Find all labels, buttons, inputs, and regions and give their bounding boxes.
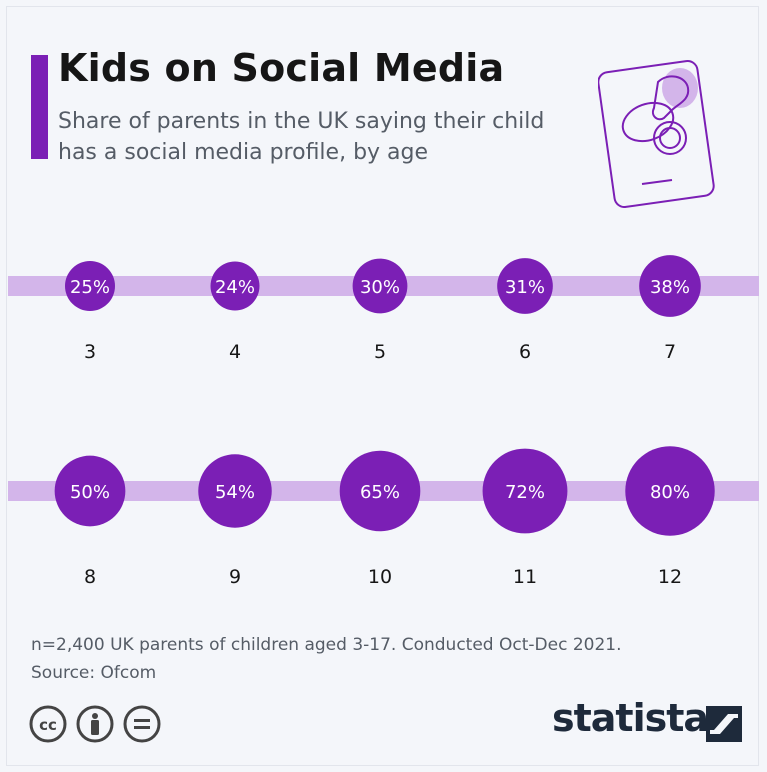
phone-pacifier-icon (598, 59, 715, 208)
attribution-icon (76, 705, 114, 743)
chart-title: Kids on Social Media (58, 46, 505, 90)
bubble-value-label: 65% (360, 482, 400, 503)
no-derivatives-icon (123, 705, 161, 743)
svg-text:cc: cc (39, 716, 57, 734)
bubble-value-label: 72% (505, 482, 545, 503)
license-icons: cc (29, 705, 161, 743)
bubble-value-label: 38% (650, 277, 690, 298)
bubble-age-10 (339, 450, 421, 532)
age-label: 4 (229, 341, 241, 363)
bubble-chart: 25% 3 24% 4 30% 5 31% 6 38% 7 50% 8 54% 9 65% 10 72% 11 80… (8, 255, 759, 588)
age-label: 9 (229, 566, 241, 588)
sample-note: n=2,400 UK parents of children aged 3-17… (31, 635, 622, 655)
statista-logo-icon (706, 706, 742, 742)
bubble-value-label: 31% (505, 277, 545, 298)
age-label: 7 (664, 341, 676, 363)
bubble-age-8 (54, 455, 126, 527)
age-label: 12 (658, 566, 682, 588)
age-label: 5 (374, 341, 386, 363)
bubble-age-12 (625, 446, 715, 536)
bubble-value-label: 30% (360, 277, 400, 298)
bubble-age-5 (352, 258, 408, 314)
infographic-frame (6, 6, 759, 766)
bubble-value-label: 50% (70, 482, 110, 503)
bubble-age-3 (65, 261, 115, 311)
statista-wordmark: statista (552, 696, 709, 740)
bubble-value-label: 24% (215, 277, 255, 298)
chart-subtitle: Share of parents in the UK saying their … (58, 109, 545, 165)
cc-icon: cc (29, 705, 67, 743)
footnote: n=2,400 UK parents of children aged 3-17… (31, 631, 622, 687)
bubble-age-7 (639, 255, 701, 317)
bubble-value-label: 25% (70, 277, 110, 298)
age-label: 6 (519, 341, 531, 363)
bubble-age-11 (482, 448, 568, 534)
bubble-age-6 (497, 258, 553, 314)
age-label: 8 (84, 566, 96, 588)
age-label: 10 (368, 566, 392, 588)
title-accent-bar (31, 55, 48, 159)
age-label: 3 (84, 341, 96, 363)
bubble-value-label: 80% (650, 482, 690, 503)
bubble-value-label: 54% (215, 482, 255, 503)
bubble-age-4 (210, 261, 260, 311)
bubble-age-9 (198, 454, 272, 528)
source-note: Source: Ofcom (31, 663, 157, 683)
age-label: 11 (513, 566, 537, 588)
